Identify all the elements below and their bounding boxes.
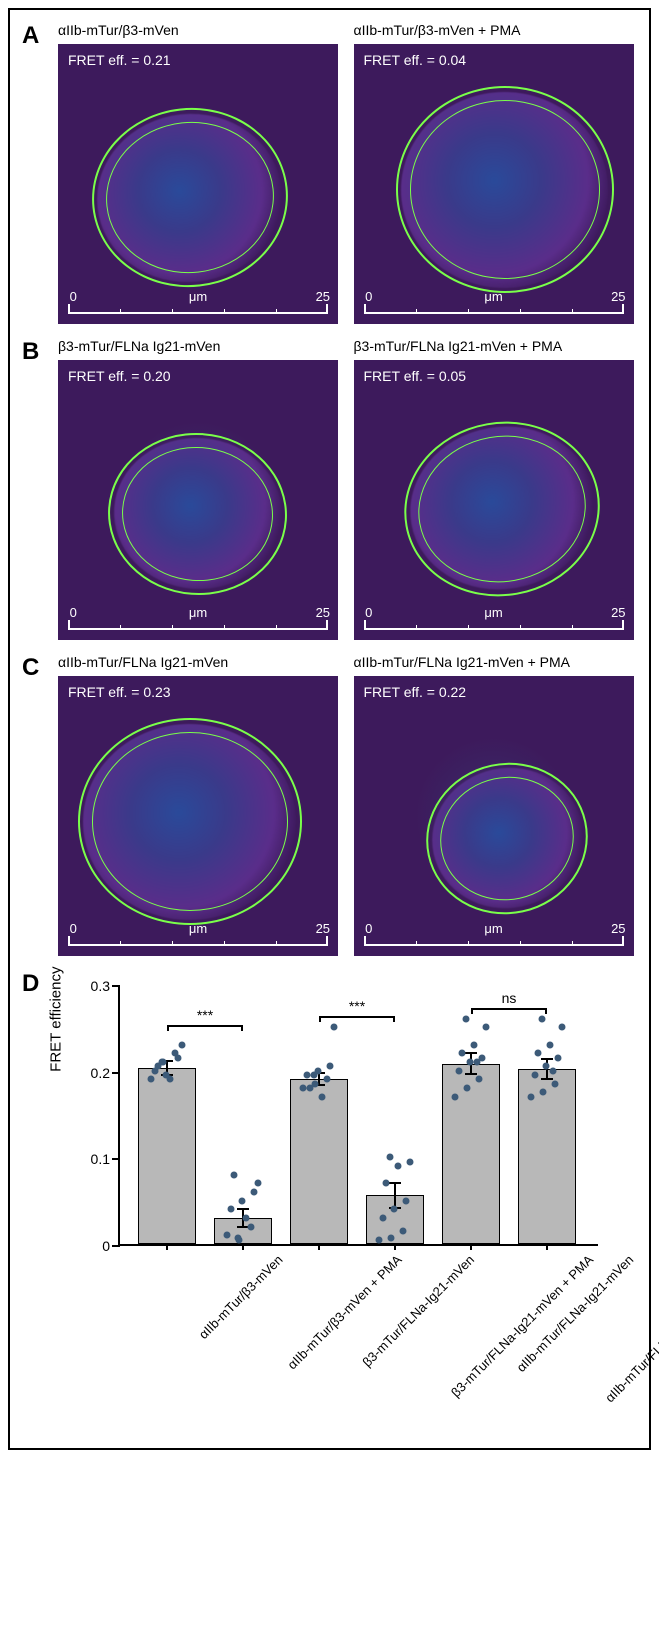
scale-bar: 0μm25 [364, 286, 624, 314]
panel-letter-a: A [22, 22, 48, 50]
micrograph-a-right: FRET eff. = 0.04 0μm25 [354, 44, 634, 324]
panel-c-left-title: αIIb-mTur/FLNa Ig21-mVen [58, 654, 342, 672]
fret-label: FRET eff. = 0.22 [364, 684, 467, 700]
panel-c-right-title: αIIb-mTur/FLNa Ig21-mVen + PMA [354, 654, 638, 672]
micrograph-b-left: FRET eff. = 0.20 0μm25 [58, 360, 338, 640]
significance-label: *** [349, 998, 365, 1014]
fret-label: FRET eff. = 0.23 [68, 684, 171, 700]
panel-a-right-title: αIIb-mTur/β3-mVen + PMA [354, 22, 638, 40]
bar-chart: FRET efficiency 00.10.20.3αIIb-mTur/β3-m… [58, 986, 637, 1246]
significance-label: ns [502, 990, 517, 1006]
micrograph-b-right: FRET eff. = 0.05 0μm25 [354, 360, 634, 640]
panel-a-left: αIIb-mTur/β3-mVen FRET eff. = 0.21 0μm25 [58, 22, 342, 324]
bar [138, 1068, 196, 1244]
significance-label: *** [197, 1007, 213, 1023]
panel-d: D FRET efficiency 00.10.20.3αIIb-mTur/β3… [22, 970, 637, 1436]
fret-label: FRET eff. = 0.05 [364, 368, 467, 384]
micrograph-c-left: FRET eff. = 0.23 0μm25 [58, 676, 338, 956]
panel-b: B β3-mTur/FLNa Ig21-mVen FRET eff. = 0.2… [22, 338, 637, 640]
panel-c: C αIIb-mTur/FLNa Ig21-mVen FRET eff. = 0… [22, 654, 637, 956]
panel-b-right-title: β3-mTur/FLNa Ig21-mVen + PMA [354, 338, 638, 356]
y-axis-title: FRET efficiency [48, 967, 65, 1072]
scale-bar: 0μm25 [68, 918, 328, 946]
micrograph-c-right: FRET eff. = 0.22 0μm25 [354, 676, 634, 956]
panel-b-left: β3-mTur/FLNa Ig21-mVen FRET eff. = 0.20 … [58, 338, 342, 640]
panel-a-left-title: αIIb-mTur/β3-mVen [58, 22, 342, 40]
panel-letter-d: D [22, 970, 48, 998]
panel-letter-c: C [22, 654, 48, 682]
bar [442, 1064, 500, 1244]
scale-bar: 0μm25 [364, 918, 624, 946]
panel-c-left: αIIb-mTur/FLNa Ig21-mVen FRET eff. = 0.2… [58, 654, 342, 956]
scale-bar: 0μm25 [68, 602, 328, 630]
panel-letter-b: B [22, 338, 48, 366]
panel-a-right: αIIb-mTur/β3-mVen + PMA FRET eff. = 0.04… [354, 22, 638, 324]
panel-b-right: β3-mTur/FLNa Ig21-mVen + PMA FRET eff. =… [354, 338, 638, 640]
micrograph-a-left: FRET eff. = 0.21 0μm25 [58, 44, 338, 324]
scale-bar: 0μm25 [68, 286, 328, 314]
panel-c-right: αIIb-mTur/FLNa Ig21-mVen + PMA FRET eff.… [354, 654, 638, 956]
panel-b-left-title: β3-mTur/FLNa Ig21-mVen [58, 338, 342, 356]
fret-label: FRET eff. = 0.04 [364, 52, 467, 68]
scale-bar: 0μm25 [364, 602, 624, 630]
y-axis: FRET efficiency [58, 986, 118, 1246]
panel-a: A αIIb-mTur/β3-mVen FRET eff. = 0.21 0μm… [22, 22, 637, 324]
plot-area: 00.10.20.3αIIb-mTur/β3-mVenαIIb-mTur/β3-… [118, 986, 598, 1246]
bar [290, 1079, 348, 1244]
figure-container: A αIIb-mTur/β3-mVen FRET eff. = 0.21 0μm… [8, 8, 651, 1450]
fret-label: FRET eff. = 0.21 [68, 52, 171, 68]
fret-label: FRET eff. = 0.20 [68, 368, 171, 384]
